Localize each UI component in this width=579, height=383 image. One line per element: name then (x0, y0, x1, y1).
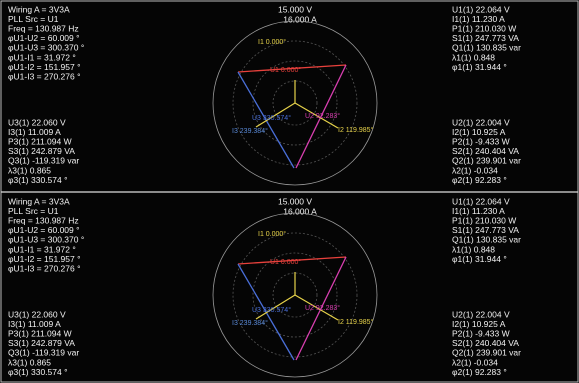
phase2-reading: λ2(1) -0.034 (452, 357, 498, 367)
phasor-label: U2 92.283° (305, 304, 340, 312)
triangle-u2 (295, 256, 347, 361)
phase1-reading: P1(1) 210.030 W (452, 23, 516, 33)
info-line: Freq = 130.987 Hz (8, 215, 79, 225)
phase2-reading: λ2(1) -0.034 (452, 165, 498, 175)
triangle-u1 (237, 256, 347, 265)
triangle-u3 (237, 71, 295, 169)
phasor-label: U1 0.000° (270, 66, 301, 74)
info-line: Wiring A = 3V3A (8, 4, 70, 14)
phase1-reading: U1(1) 22.064 V (452, 4, 510, 14)
phase2-reading: I2(1) 10.925 A (452, 127, 506, 137)
phasor-label: I3 239.384° (232, 127, 268, 135)
phase3-reading: λ3(1) 0.865 (8, 165, 51, 175)
phase2-reading: I2(1) 10.925 A (452, 319, 506, 329)
info-line: φU1-I3 = 270.276 ° (8, 71, 80, 81)
phase1-reading: S1(1) 247.773 VA (452, 225, 519, 235)
scale-ring (212, 20, 378, 186)
phasor-label: I1 0.000° (258, 230, 286, 238)
phase2-reading: Q2(1) 239.901 var (452, 348, 521, 358)
phase3-reading: I3(1) 11.009 A (8, 127, 61, 137)
phasor-label: U3 330.574° (252, 114, 291, 122)
info-line: φU1-U3 = 300.370 ° (8, 235, 84, 245)
phasor-label: I3 239.384° (232, 319, 268, 327)
info-line: φU1-I1 = 31.972 ° (8, 52, 76, 62)
phase3-reading: U3(1) 22.060 V (8, 309, 66, 319)
info-line: Freq = 130.987 Hz (8, 23, 79, 33)
info-line: Wiring A = 3V3A (8, 196, 70, 206)
phase1-reading: φ1(1) 31.944 ° (452, 62, 507, 72)
voltage-scale: 15.000 V (278, 4, 312, 14)
phase2-reading: S2(1) 240.404 VA (452, 146, 519, 156)
vector-i2 (294, 102, 339, 129)
phase3-reading: P3(1) 211.094 W (8, 328, 72, 338)
phase2-reading: U2(1) 22.004 V (452, 309, 510, 319)
triangle-u2 (295, 64, 347, 169)
vector-i3 (255, 294, 296, 320)
phase3-reading: φ3(1) 330.574 ° (8, 367, 67, 377)
info-line: φU1-U2 = 60.009 ° (8, 33, 80, 43)
info-line: φU1-U3 = 300.370 ° (8, 43, 84, 53)
info-line: PLL Src = U1 (8, 14, 59, 24)
phase2-reading: P2(1) -9.433 W (452, 328, 510, 338)
phasor-label: U3 330.574° (252, 306, 291, 314)
phase3-reading: λ3(1) 0.865 (8, 357, 51, 367)
phase2-reading: φ2(1) 92.283 ° (452, 175, 507, 185)
phase3-reading: P3(1) 211.094 W (8, 136, 72, 146)
scale-ring (252, 252, 338, 338)
phase3-reading: Q3(1) -119.319 var (8, 348, 79, 358)
info-line: φU1-I3 = 270.276 ° (8, 263, 80, 273)
phasor-label: I1 0.000° (258, 38, 286, 46)
phase1-reading: I1(1) 11.230 A (452, 14, 505, 24)
vector-i2 (294, 294, 339, 321)
phase1-reading: λ1(1) 0.848 (452, 244, 495, 254)
phase2-reading: S2(1) 240.404 VA (452, 338, 519, 348)
phase1-reading: S1(1) 247.773 VA (452, 33, 519, 43)
info-line: φU1-I2 = 151.957 ° (8, 254, 80, 264)
vector-i3 (255, 102, 296, 128)
phasor-label: U2 92.283° (305, 112, 340, 120)
scale-ring (232, 232, 358, 358)
voltage-scale: 15.000 V (278, 196, 312, 206)
phase3-reading: S3(1) 242.879 VA (8, 146, 75, 156)
info-line: φU1-U2 = 60.009 ° (8, 225, 80, 235)
scale-ring (272, 80, 318, 126)
phase3-reading: φ3(1) 330.574 ° (8, 175, 67, 185)
phase1-reading: Q1(1) 130.835 var (452, 235, 521, 245)
phasor-label: I2 119.985° (338, 318, 374, 326)
info-line: φU1-I2 = 151.957 ° (8, 62, 80, 72)
phase3-reading: S3(1) 242.879 VA (8, 338, 75, 348)
phase2-reading: φ2(1) 92.283 ° (452, 367, 507, 377)
scale-ring (272, 272, 318, 318)
current-scale: 16.000 A (283, 206, 317, 216)
info-line: PLL Src = U1 (8, 206, 59, 216)
scale-ring (212, 212, 378, 378)
phasor-label: I2 119.985° (338, 126, 374, 134)
scale-ring (232, 40, 358, 166)
phase2-reading: P2(1) -9.433 W (452, 136, 510, 146)
phase2-reading: U2(1) 22.004 V (452, 117, 510, 127)
phase1-reading: λ1(1) 0.848 (452, 52, 495, 62)
info-line: φU1-I1 = 31.972 ° (8, 244, 76, 254)
triangle-u1 (237, 64, 347, 73)
current-scale: 16.000 A (283, 14, 317, 24)
phase1-reading: P1(1) 210.030 W (452, 215, 516, 225)
phase1-reading: U1(1) 22.064 V (452, 196, 510, 206)
phase1-reading: Q1(1) 130.835 var (452, 43, 521, 53)
scale-ring (252, 60, 338, 146)
phase2-reading: Q2(1) 239.901 var (452, 156, 521, 166)
triangle-u3 (237, 263, 295, 361)
phase1-reading: I1(1) 11.230 A (452, 206, 505, 216)
phase1-reading: φ1(1) 31.944 ° (452, 254, 507, 264)
phase3-reading: Q3(1) -119.319 var (8, 156, 79, 166)
phase3-reading: U3(1) 22.060 V (8, 117, 66, 127)
phase3-reading: I3(1) 11.009 A (8, 319, 61, 329)
phasor-label: U1 0.000° (270, 258, 301, 266)
